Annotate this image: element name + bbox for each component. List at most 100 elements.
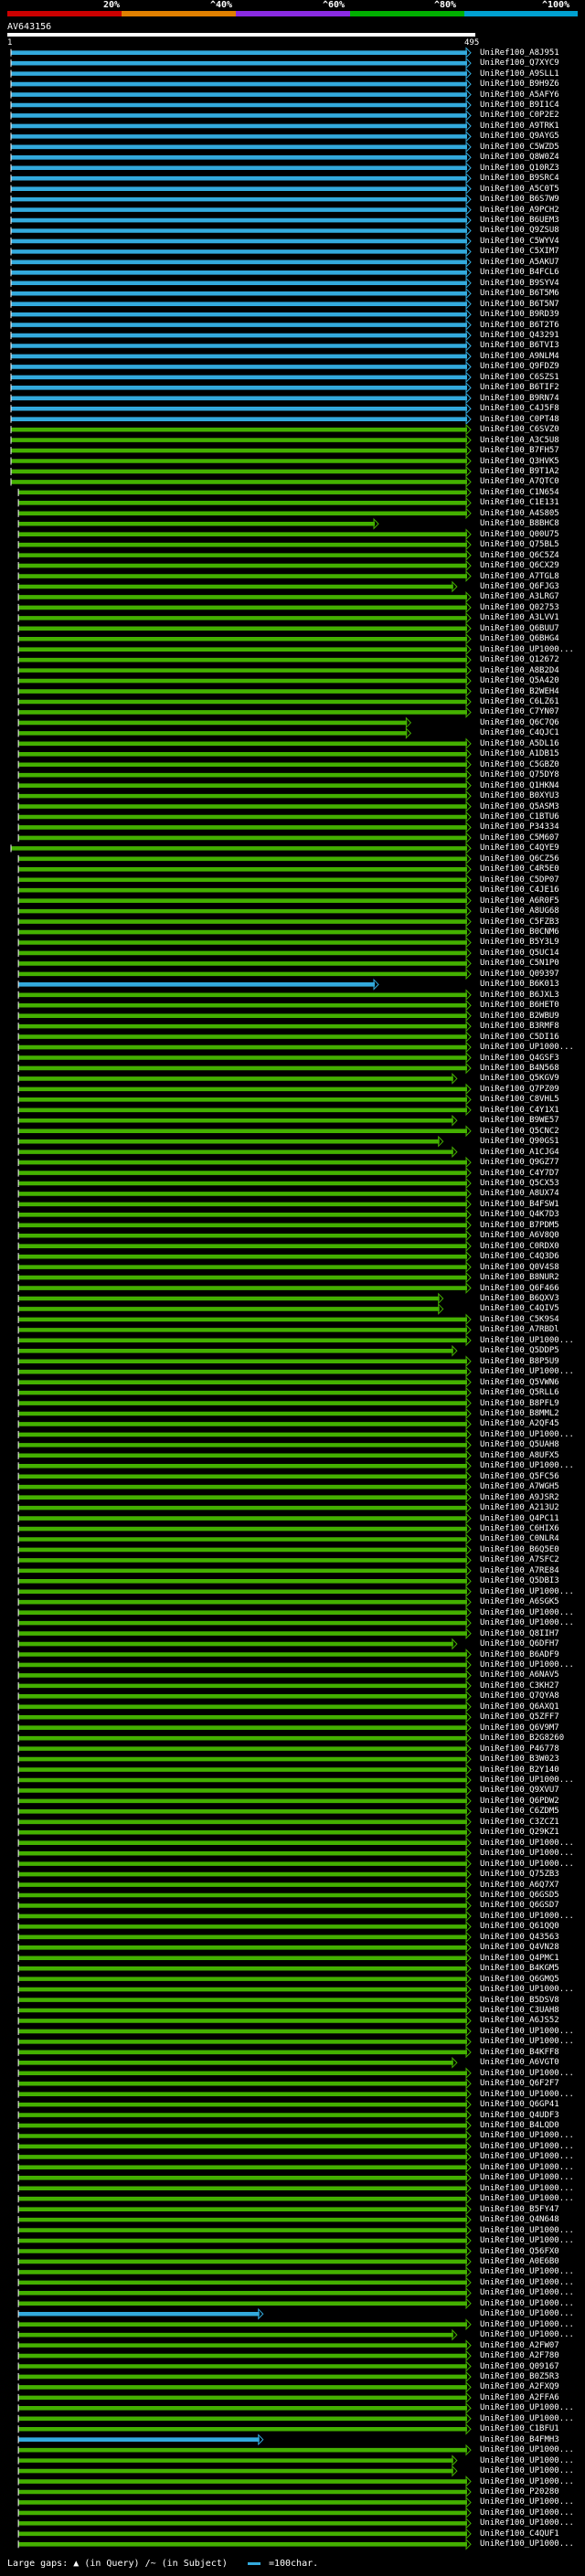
hit-label-link[interactable]: UniRef100_B7FH57 bbox=[480, 446, 559, 456]
hit-label-link[interactable]: UniRef100_UP1000... bbox=[480, 2183, 574, 2193]
hit-label-link[interactable]: UniRef100_Q9XVU7 bbox=[480, 1786, 559, 1796]
hit-label-link[interactable]: UniRef100_Q5CX53 bbox=[480, 1178, 559, 1188]
hit-label-link[interactable]: UniRef100_Q5DBI3 bbox=[480, 1576, 559, 1586]
hit-label-link[interactable]: UniRef100_C8VHL5 bbox=[480, 1095, 559, 1105]
hit-label-link[interactable]: UniRef100_UP1000... bbox=[480, 1335, 574, 1345]
hit-label-link[interactable]: UniRef100_B6TIF2 bbox=[480, 383, 559, 393]
hit-label-link[interactable]: UniRef100_UP1000... bbox=[480, 1775, 574, 1785]
hit-label-link[interactable]: UniRef100_B2WBU9 bbox=[480, 1011, 559, 1021]
hit-label-link[interactable]: UniRef100_A0E6B0 bbox=[480, 2256, 559, 2266]
hit-label-link[interactable]: UniRef100_A7QTC0 bbox=[480, 477, 559, 487]
hit-label-link[interactable]: UniRef100_Q7PZ09 bbox=[480, 1084, 559, 1094]
hit-label-link[interactable]: UniRef100_B6TVI3 bbox=[480, 341, 559, 351]
hit-label-link[interactable]: UniRef100_C0NLR4 bbox=[480, 1534, 559, 1544]
hit-label-link[interactable]: UniRef100_Q02753 bbox=[480, 602, 559, 612]
hit-label-link[interactable]: UniRef100_B9RN74 bbox=[480, 393, 559, 403]
hit-label-link[interactable]: UniRef100_Q6AXQ1 bbox=[480, 1701, 559, 1712]
hit-label-link[interactable]: UniRef100_B8PFL9 bbox=[480, 1398, 559, 1408]
hit-label-link[interactable]: UniRef100_UP1000... bbox=[480, 2413, 574, 2423]
hit-label-link[interactable]: UniRef100_Q6DFH7 bbox=[480, 1639, 559, 1649]
hit-label-link[interactable]: UniRef100_Q75DY8 bbox=[480, 770, 559, 780]
hit-label-link[interactable]: UniRef100_B0CNM6 bbox=[480, 928, 559, 938]
hit-label-link[interactable]: UniRef100_Q6C7Q6 bbox=[480, 717, 559, 727]
hit-label-link[interactable]: UniRef100_UP1000... bbox=[480, 2236, 574, 2246]
hit-label-link[interactable]: UniRef100_Q6BUU7 bbox=[480, 623, 559, 633]
hit-label-link[interactable]: UniRef100_A8UG68 bbox=[480, 906, 559, 917]
hit-label-link[interactable]: UniRef100_Q9GZ77 bbox=[480, 1158, 559, 1168]
hit-label-link[interactable]: UniRef100_A2FFA6 bbox=[480, 2392, 559, 2402]
hit-label-link[interactable]: UniRef100_A9NLM4 bbox=[480, 351, 559, 361]
hit-label-link[interactable]: UniRef100_A8UX74 bbox=[480, 1189, 559, 1199]
hit-label-link[interactable]: UniRef100_A6R0F5 bbox=[480, 896, 559, 906]
hit-label-link[interactable]: UniRef100_UP1000... bbox=[480, 2152, 574, 2162]
hit-label-link[interactable]: UniRef100_Q6BHG4 bbox=[480, 634, 559, 644]
hit-label-link[interactable]: UniRef100_B4FCL6 bbox=[480, 268, 559, 278]
hit-label-link[interactable]: UniRef100_C5WYV4 bbox=[480, 236, 559, 246]
hit-label-link[interactable]: UniRef100_Q6GMQ5 bbox=[480, 1974, 559, 1984]
hit-label-link[interactable]: UniRef100_Q6C5Z4 bbox=[480, 550, 559, 560]
hit-label-link[interactable]: UniRef100_UP1000... bbox=[480, 2507, 574, 2518]
hit-label-link[interactable]: UniRef100_A7WGH5 bbox=[480, 1482, 559, 1492]
hit-label-link[interactable]: UniRef100_Q8IIH7 bbox=[480, 1628, 559, 1638]
hit-label-link[interactable]: UniRef100_C4QYE9 bbox=[480, 843, 559, 853]
hit-label-link[interactable]: UniRef100_Q90GS1 bbox=[480, 1137, 559, 1147]
hit-label-link[interactable]: UniRef100_Q29KZ1 bbox=[480, 1828, 559, 1838]
hit-label-link[interactable]: UniRef100_Q5A420 bbox=[480, 676, 559, 686]
hit-label-link[interactable]: UniRef100_Q56FX0 bbox=[480, 2246, 559, 2256]
hit-label-link[interactable]: UniRef100_A5C0T5 bbox=[480, 184, 559, 194]
hit-label-link[interactable]: UniRef100_C4QJC1 bbox=[480, 728, 559, 738]
hit-label-link[interactable]: UniRef100_UP1000... bbox=[480, 1985, 574, 1995]
hit-label-link[interactable]: UniRef100_Q6GSD7 bbox=[480, 1901, 559, 1911]
hit-label-link[interactable]: UniRef100_Q5VWN6 bbox=[480, 1377, 559, 1387]
hit-label-link[interactable]: UniRef100_A4S805 bbox=[480, 508, 559, 518]
hit-label-link[interactable]: UniRef100_C5K9S4 bbox=[480, 1314, 559, 1324]
hit-label-link[interactable]: UniRef100_UP1000... bbox=[480, 2403, 574, 2413]
hit-label-link[interactable]: UniRef100_Q9FDZ9 bbox=[480, 362, 559, 372]
hit-label-link[interactable]: UniRef100_Q6FJG3 bbox=[480, 581, 559, 591]
hit-label-link[interactable]: UniRef100_C4JE16 bbox=[480, 885, 559, 896]
hit-label-link[interactable]: UniRef100_C6SZS1 bbox=[480, 372, 559, 382]
hit-label-link[interactable]: UniRef100_A2F780 bbox=[480, 2351, 559, 2361]
hit-label-link[interactable]: UniRef100_UP1000... bbox=[480, 2068, 574, 2078]
hit-label-link[interactable]: UniRef100_UP1000... bbox=[480, 2445, 574, 2455]
hit-label-link[interactable]: UniRef100_Q1HKN4 bbox=[480, 780, 559, 790]
hit-label-link[interactable]: UniRef100_UP1000... bbox=[480, 1429, 574, 1439]
hit-label-link[interactable]: UniRef100_Q43563 bbox=[480, 1932, 559, 1942]
hit-label-link[interactable]: UniRef100_C5N1P0 bbox=[480, 959, 559, 969]
hit-label-link[interactable]: UniRef100_C4QIV5 bbox=[480, 1304, 559, 1314]
hit-label-link[interactable]: UniRef100_C1E131 bbox=[480, 498, 559, 508]
hit-label-link[interactable]: UniRef100_UP1000... bbox=[480, 2131, 574, 2141]
hit-label-link[interactable]: UniRef100_Q6GP41 bbox=[480, 2100, 559, 2110]
hit-label-link[interactable]: UniRef100_A9PCH2 bbox=[480, 205, 559, 215]
hit-label-link[interactable]: UniRef100_C0PT48 bbox=[480, 414, 559, 424]
hit-label-link[interactable]: UniRef100_UP1000... bbox=[480, 644, 574, 654]
hit-label-link[interactable]: UniRef100_C6HIX6 bbox=[480, 1524, 559, 1534]
hit-label-link[interactable]: UniRef100_B6T5M6 bbox=[480, 289, 559, 299]
hit-label-link[interactable]: UniRef100_B4FMH3 bbox=[480, 2434, 559, 2444]
hit-label-link[interactable]: UniRef100_A3LRG7 bbox=[480, 592, 559, 602]
hit-label-link[interactable]: UniRef100_B0Z5R3 bbox=[480, 2371, 559, 2381]
hit-label-link[interactable]: UniRef100_UP1000... bbox=[480, 1859, 574, 1869]
hit-label-link[interactable]: UniRef100_B6S7W9 bbox=[480, 195, 559, 205]
hit-label-link[interactable]: UniRef100_C0RDX0 bbox=[480, 1241, 559, 1251]
hit-label-link[interactable]: UniRef100_B6ADF9 bbox=[480, 1649, 559, 1659]
hit-label-link[interactable]: UniRef100_C5GBZ0 bbox=[480, 759, 559, 769]
hit-label-link[interactable]: UniRef100_B3RMF8 bbox=[480, 1022, 559, 1032]
hit-label-link[interactable]: UniRef100_UP1000... bbox=[480, 2141, 574, 2151]
hit-label-link[interactable]: UniRef100_UP1000... bbox=[480, 1659, 574, 1670]
hit-label-link[interactable]: UniRef100_A9TRK1 bbox=[480, 121, 559, 131]
hit-label-link[interactable]: UniRef100_C6LZ61 bbox=[480, 697, 559, 706]
hit-label-link[interactable]: UniRef100_Q5UAH8 bbox=[480, 1440, 559, 1450]
hit-label-link[interactable]: UniRef100_Q4VN28 bbox=[480, 1943, 559, 1953]
hit-label-link[interactable]: UniRef100_A1CJG4 bbox=[480, 1147, 559, 1157]
hit-label-link[interactable]: UniRef100_Q61QQ0 bbox=[480, 1922, 559, 1932]
hit-label-link[interactable]: UniRef100_B9T1A2 bbox=[480, 466, 559, 476]
hit-label-link[interactable]: UniRef100_C1BTU6 bbox=[480, 812, 559, 822]
hit-label-link[interactable]: UniRef100_B9SYV4 bbox=[480, 278, 559, 288]
hit-label-link[interactable]: UniRef100_C5WZD5 bbox=[480, 142, 559, 152]
hit-label-link[interactable]: UniRef100_Q4PC11 bbox=[480, 1513, 559, 1523]
hit-label-link[interactable]: UniRef100_B2G8260 bbox=[480, 1733, 565, 1744]
hit-label-link[interactable]: UniRef100_C3ZCZ1 bbox=[480, 1817, 559, 1827]
hit-label-link[interactable]: UniRef100_C1N654 bbox=[480, 487, 559, 497]
hit-label-link[interactable]: UniRef100_A7TGL8 bbox=[480, 571, 559, 581]
